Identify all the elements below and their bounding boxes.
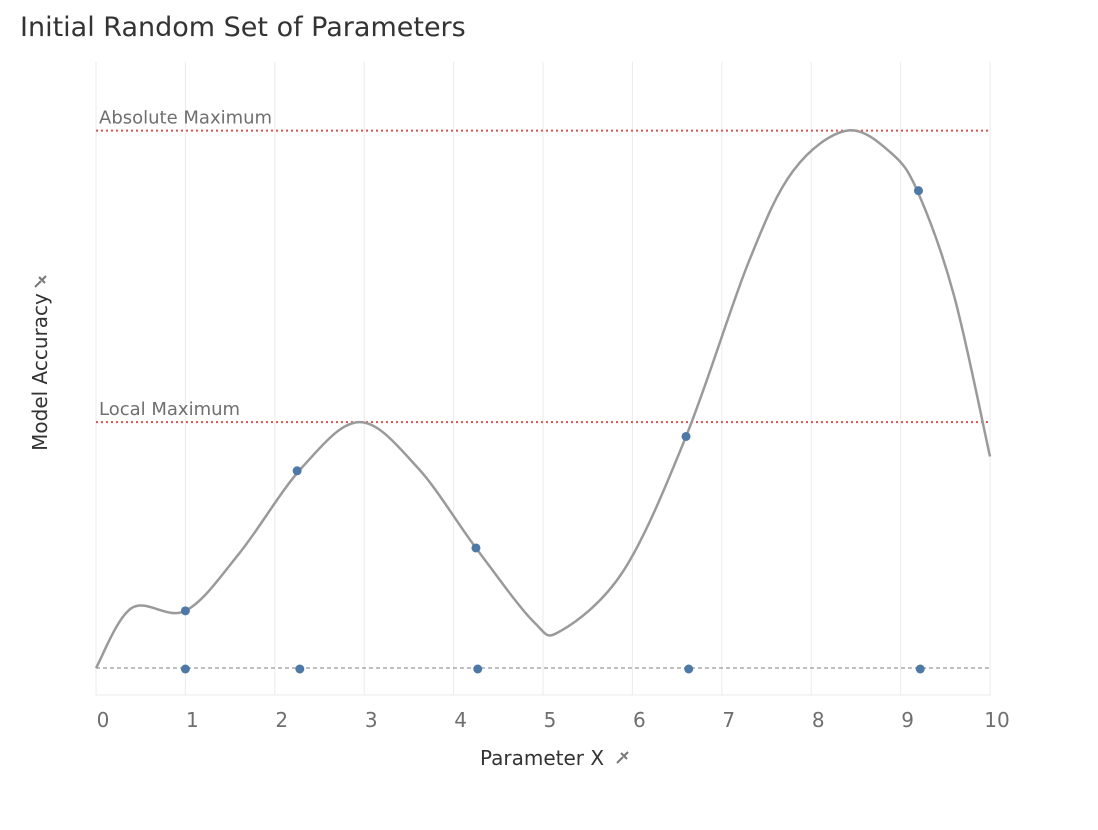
sample-point [681,431,691,441]
x-tick-label: 0 [97,708,110,732]
baseline-point [473,664,483,674]
x-tick-label: 5 [544,708,557,732]
x-axis-pin-icon [616,751,629,764]
x-tick-label: 10 [984,708,1009,732]
sample-point [913,186,923,196]
baseline-point [295,664,305,674]
baseline-point [180,664,190,674]
x-tick-label: 2 [275,708,288,732]
reference-line-label: Absolute Maximum [99,108,272,129]
sample-point [292,466,302,476]
x-tick-label: 8 [812,708,825,732]
sample-points [180,186,925,674]
curve-layer [94,129,992,669]
y-axis-title: Model Accuracy [28,293,52,451]
x-tick-label: 7 [722,708,735,732]
chart-title: Initial Random Set of Parameters [20,12,466,43]
x-tick-label: 6 [633,708,646,732]
x-tick-label: 1 [186,708,199,732]
y-axis-pin-icon [34,275,47,288]
x-tick-label: 4 [454,708,467,732]
accuracy-curve [94,129,992,669]
x-tick-labels: 0 1 2 3 4 5 6 7 8 9 10 [97,708,1010,732]
x-tick-label: 3 [365,708,378,732]
x-axis-title: Parameter X [480,746,604,770]
grid-layer [95,62,991,696]
reference-lines: Absolute Maximum Local Maximum [96,108,990,424]
baseline-point [684,664,694,674]
baseline-point [915,664,925,674]
sample-point [180,606,190,616]
sample-point [471,543,481,553]
x-tick-label: 9 [901,708,914,732]
reference-line-label: Local Maximum [99,399,240,420]
